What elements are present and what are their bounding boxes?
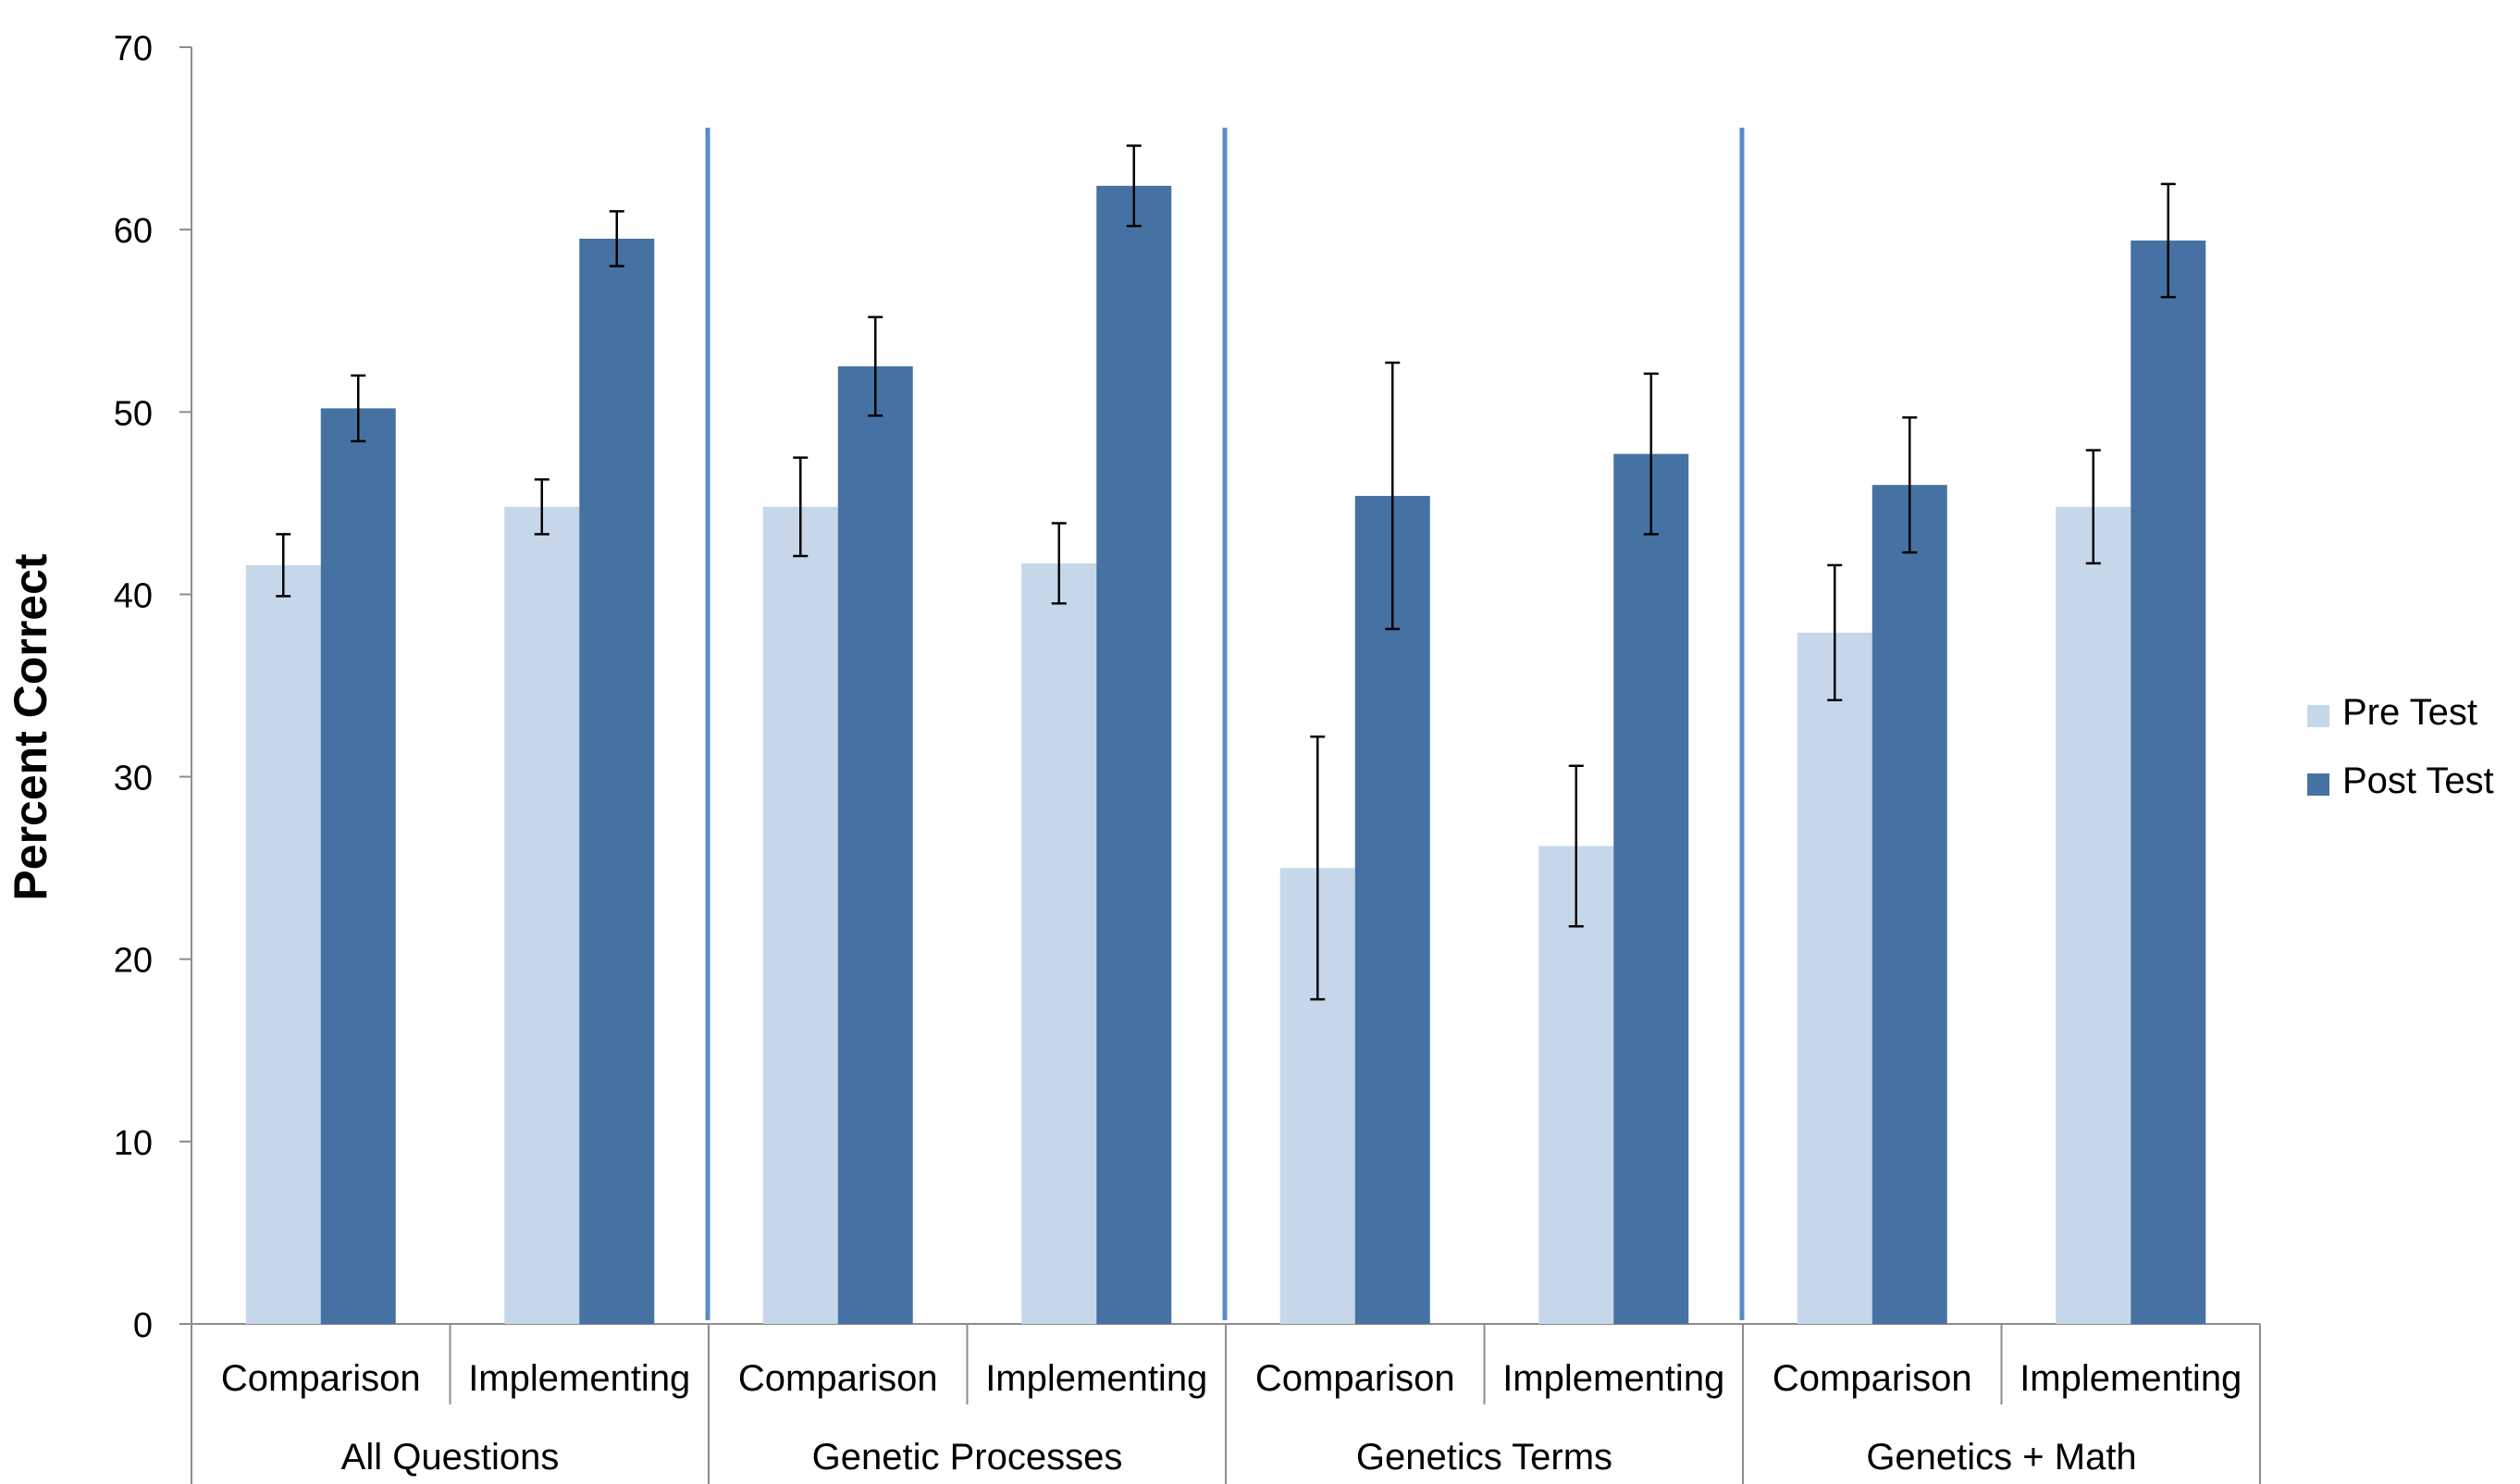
- category-label: Comparison: [1255, 1358, 1455, 1399]
- post-test-bar: [837, 366, 913, 1324]
- category-label: Comparison: [738, 1358, 938, 1399]
- legend-label: Post Test: [2342, 761, 2494, 801]
- legend-label: Pre Test: [2342, 692, 2477, 733]
- pre-test-bar: [245, 564, 321, 1324]
- y-tick-label: 60: [114, 212, 153, 251]
- category-label: Implementing: [985, 1358, 1207, 1399]
- legend-swatch-post-test: [2307, 773, 2329, 796]
- group-label: Genetics Terms: [1356, 1437, 1612, 1478]
- post-test-bar: [320, 408, 396, 1324]
- category-label: Comparison: [221, 1358, 421, 1399]
- category-label: Implementing: [1502, 1358, 1724, 1399]
- x-labels-layer: Comparison Implementing Comparison Implemen…: [221, 1358, 2242, 1478]
- category-label: Comparison: [1773, 1358, 1972, 1399]
- pre-test-bar: [762, 506, 838, 1324]
- y-tick-label: 20: [114, 942, 153, 981]
- post-test-bar: [1613, 453, 1689, 1325]
- y-tick-label: 10: [114, 1124, 153, 1163]
- bars-layer: [245, 185, 2206, 1325]
- category-label: Implementing: [468, 1358, 690, 1399]
- y-tick-label: 40: [114, 576, 153, 615]
- legend-swatch-pre-test: [2307, 705, 2329, 727]
- post-test-bar: [579, 239, 655, 1324]
- post-test-bar: [2131, 240, 2206, 1324]
- pre-test-bar: [2056, 506, 2131, 1324]
- pre-test-bar: [1797, 632, 1872, 1324]
- post-test-bar: [1354, 495, 1430, 1324]
- group-label: Genetics + Math: [1866, 1437, 2136, 1478]
- group-label: All Questions: [341, 1437, 560, 1478]
- category-label: Implementing: [2020, 1358, 2242, 1399]
- post-test-bar: [1871, 485, 1947, 1324]
- legend: Pre Test Post Test: [2307, 692, 2494, 801]
- y-axis-title: Percent Correct: [5, 553, 56, 900]
- pre-test-bar: [1021, 563, 1097, 1324]
- y-tick-label: 30: [114, 760, 153, 798]
- pre-test-bar: [504, 506, 580, 1324]
- y-tick-label: 0: [133, 1306, 153, 1345]
- post-test-bar: [1096, 185, 1172, 1324]
- y-tick-label: 70: [114, 30, 153, 68]
- y-tick-label: 50: [114, 394, 153, 433]
- group-label: Genetic Processes: [812, 1437, 1123, 1478]
- error-bars-layer: [276, 144, 2176, 1001]
